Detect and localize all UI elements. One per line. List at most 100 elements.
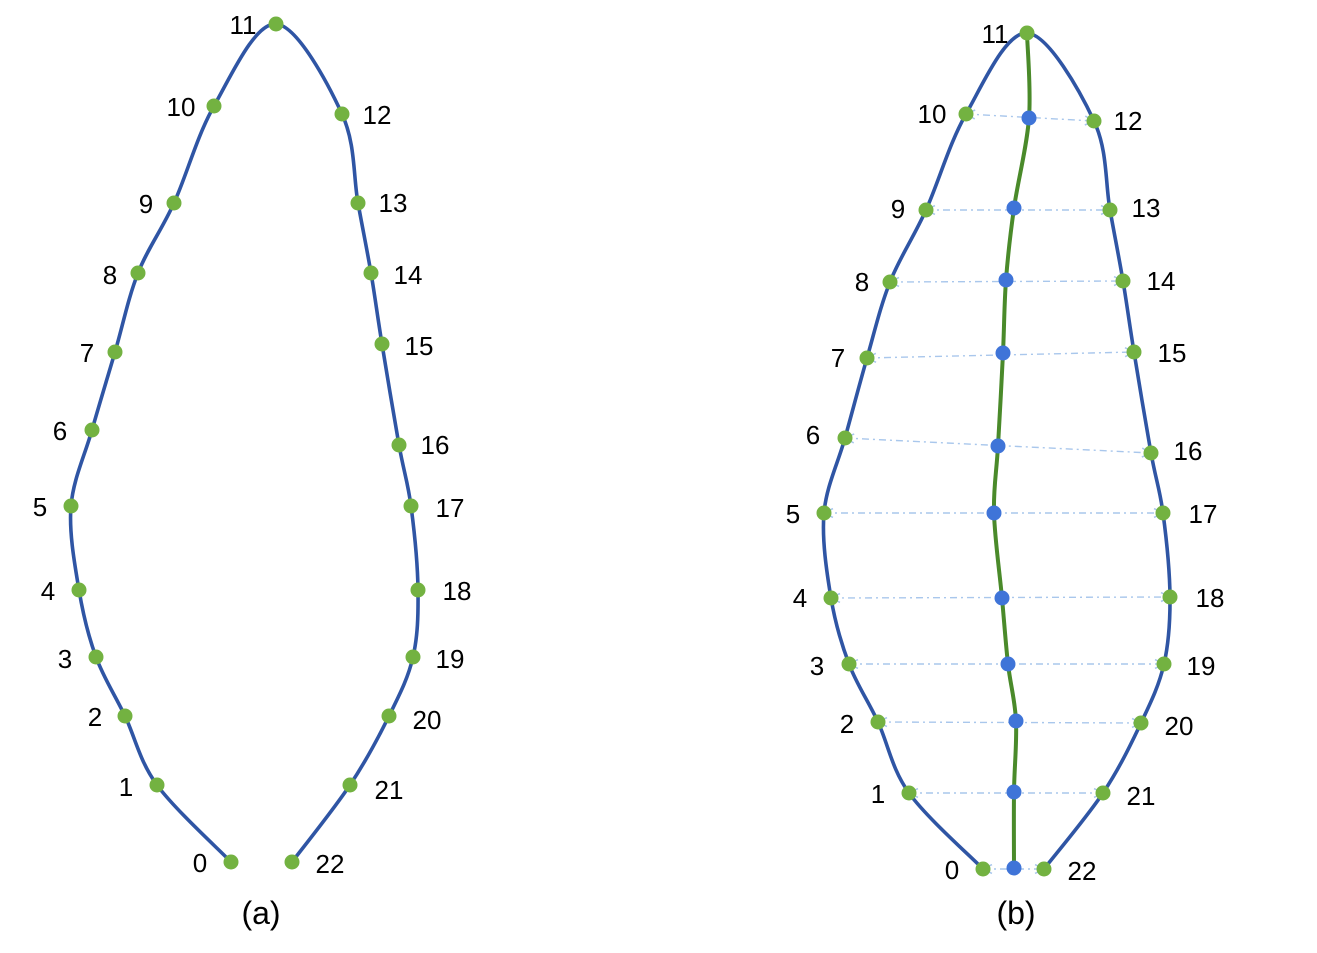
landmark-point-15 — [374, 336, 390, 352]
landmark-label-15: 15 — [1158, 338, 1187, 368]
landmark-label-15: 15 — [405, 331, 434, 361]
landmark-label-21: 21 — [375, 775, 404, 805]
midpoint-7 — [1000, 656, 1016, 672]
midpoint-2 — [998, 272, 1014, 288]
landmark-point-17 — [403, 498, 419, 514]
landmark-point-8 — [882, 274, 898, 290]
landmark-point-4 — [71, 582, 87, 598]
landmark-point-21 — [342, 777, 358, 793]
landmark-label-6: 6 — [53, 416, 67, 446]
landmark-point-10 — [958, 106, 974, 122]
landmark-point-0 — [975, 861, 991, 877]
landmark-point-18 — [410, 582, 426, 598]
landmark-label-13: 13 — [1132, 193, 1161, 223]
landmark-label-0: 0 — [945, 855, 959, 885]
landmark-point-13 — [1102, 202, 1118, 218]
landmark-label-11: 11 — [230, 10, 257, 40]
landmark-point-3 — [841, 656, 857, 672]
midpoint-8 — [1008, 713, 1024, 729]
landmark-label-18: 18 — [443, 576, 472, 606]
landmark-label-4: 4 — [41, 576, 55, 606]
midpoint-10 — [1006, 860, 1022, 876]
landmark-label-22: 22 — [316, 849, 345, 879]
caption-a: (a) — [241, 895, 280, 931]
midpoint-0 — [1021, 110, 1037, 126]
width-connector-0 — [966, 114, 1094, 121]
landmark-label-3: 3 — [58, 644, 72, 674]
width-connector-6 — [831, 597, 1170, 598]
caption-b: (b) — [996, 895, 1035, 931]
landmark-label-14: 14 — [1147, 266, 1176, 296]
landmark-label-4: 4 — [793, 583, 807, 613]
landmark-point-3 — [88, 649, 104, 665]
landmark-point-14 — [1115, 273, 1131, 289]
landmark-point-5 — [816, 505, 832, 521]
midpoint-6 — [994, 590, 1010, 606]
landmark-point-22 — [284, 854, 300, 870]
landmark-label-10: 10 — [918, 99, 947, 129]
landmark-label-8: 8 — [855, 267, 869, 297]
landmark-point-9 — [166, 195, 182, 211]
landmark-point-2 — [117, 708, 133, 724]
midpoint-9 — [1006, 784, 1022, 800]
landmark-label-2: 2 — [88, 702, 102, 732]
landmark-label-7: 7 — [831, 343, 845, 373]
landmark-point-13 — [350, 195, 366, 211]
landmark-label-12: 12 — [363, 100, 392, 130]
landmark-point-10 — [206, 98, 222, 114]
landmark-point-12 — [1086, 113, 1102, 129]
landmark-point-4 — [823, 590, 839, 606]
landmark-point-7 — [107, 344, 123, 360]
midpoint-4 — [990, 438, 1006, 454]
landmark-point-1 — [149, 777, 165, 793]
landmark-point-19 — [405, 649, 421, 665]
landmark-label-17: 17 — [1189, 499, 1218, 529]
midpoint-5 — [986, 505, 1002, 521]
landmark-point-16 — [1143, 445, 1159, 461]
landmark-label-10: 10 — [167, 92, 196, 122]
landmark-label-7: 7 — [80, 338, 94, 368]
landmark-label-9: 9 — [891, 194, 905, 224]
landmark-label-2: 2 — [840, 709, 854, 739]
landmark-point-11 — [1019, 25, 1035, 41]
landmark-label-5: 5 — [786, 499, 800, 529]
landmark-point-22 — [1036, 861, 1052, 877]
landmark-point-19 — [1156, 656, 1172, 672]
midpoint-3 — [995, 345, 1011, 361]
landmark-label-17: 17 — [436, 493, 465, 523]
landmark-label-22: 22 — [1068, 856, 1097, 886]
landmark-label-14: 14 — [394, 260, 423, 290]
landmark-point-5 — [63, 498, 79, 514]
landmark-point-12 — [334, 106, 350, 122]
landmark-label-16: 16 — [421, 430, 450, 460]
leaf-outline-a — [68, 22, 420, 864]
landmark-point-18 — [1162, 589, 1178, 605]
landmark-label-13: 13 — [379, 188, 408, 218]
landmark-label-11: 11 — [982, 19, 1009, 49]
midpoint-1 — [1006, 200, 1022, 216]
landmark-point-17 — [1155, 505, 1171, 521]
landmark-point-9 — [918, 202, 934, 218]
landmark-point-6 — [837, 430, 853, 446]
landmark-point-20 — [1133, 715, 1149, 731]
landmark-label-19: 19 — [1187, 651, 1216, 681]
landmark-label-8: 8 — [103, 260, 117, 290]
landmark-label-1: 1 — [871, 779, 885, 809]
landmark-point-7 — [859, 350, 875, 366]
landmark-point-1 — [901, 785, 917, 801]
landmark-point-0 — [223, 854, 239, 870]
landmark-label-1: 1 — [119, 772, 133, 802]
landmark-point-16 — [391, 437, 407, 453]
landmark-label-21: 21 — [1127, 781, 1156, 811]
landmark-label-20: 20 — [413, 705, 442, 735]
landmark-point-15 — [1126, 344, 1142, 360]
landmark-label-9: 9 — [139, 189, 153, 219]
landmark-label-5: 5 — [33, 492, 47, 522]
landmark-point-14 — [363, 265, 379, 281]
landmark-label-20: 20 — [1165, 711, 1194, 741]
landmark-point-20 — [381, 708, 397, 724]
landmark-label-18: 18 — [1196, 583, 1225, 613]
